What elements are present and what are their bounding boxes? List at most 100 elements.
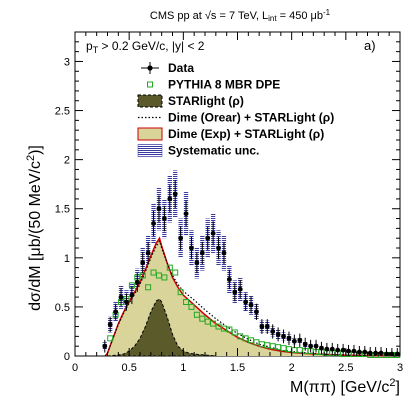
- data-point: [302, 341, 308, 347]
- data-point: [356, 349, 362, 355]
- legend-entry: Systematic unc.: [137, 144, 259, 158]
- data-point: [167, 196, 173, 202]
- y-tick-label: 3: [64, 56, 70, 68]
- legend-label: Data: [168, 61, 194, 75]
- data-point: [313, 343, 319, 349]
- pythia-point: [231, 329, 238, 336]
- data-point: [243, 299, 249, 305]
- data-point: [107, 322, 113, 327]
- y-axis-title: dσ/dM [μb/(50 MeV/c2)]: [25, 145, 44, 311]
- pythia-point: [166, 264, 173, 271]
- data-point: [140, 260, 146, 266]
- legend-entry: Dime (Exp) + STARLight (ρ): [137, 127, 324, 141]
- pythia-point: [161, 274, 168, 281]
- data-point: [118, 294, 124, 300]
- y-tick-label: 1.5: [55, 204, 70, 216]
- data-layer: [102, 180, 400, 357]
- pythia-point: [172, 269, 179, 276]
- data-point: [113, 309, 119, 315]
- data-point: [151, 221, 156, 226]
- x-tick-label: 2.5: [338, 362, 353, 374]
- legend: Data PYTHIA 8 MBR DPE STARlight (ρ) Dime (O…: [137, 61, 334, 158]
- legend-label: PYTHIA 8 MBR DPE: [168, 78, 280, 92]
- data-point: [194, 260, 200, 266]
- legend-entry: Data: [141, 61, 194, 75]
- legend-label: Systematic unc.: [168, 144, 259, 158]
- legend-label: STARlight (ρ): [168, 94, 244, 108]
- axis-layer: 0 0.5 1 1.5 2 2.5 3 0 0.5 1 1.5 2 2.5 3: [55, 31, 403, 374]
- data-point: [367, 350, 373, 356]
- legend-label: Dime (Exp) + STARLight (ρ): [168, 127, 324, 141]
- data-point: [329, 346, 335, 352]
- pythia-point: [269, 343, 276, 350]
- pythia-point: [177, 289, 184, 296]
- x-tick-label: 3: [397, 362, 403, 374]
- data-point: [346, 348, 351, 354]
- starlight-area: [107, 298, 216, 357]
- legend-label: Dime (Orear) + STARLight (ρ): [168, 111, 334, 125]
- data-point: [237, 286, 243, 292]
- data-point: [286, 335, 292, 341]
- legend-exp-swatch: [137, 127, 163, 141]
- model-line-layer: [104, 236, 401, 357]
- data-point: [205, 235, 211, 241]
- legend-entry: PYTHIA 8 MBR DPE: [147, 78, 280, 92]
- data-point: [199, 250, 205, 256]
- data-point: [389, 351, 395, 357]
- x-axis-title: M(ππ) [GeV/c2]: [290, 377, 400, 396]
- data-point: [161, 216, 167, 221]
- data-point: [362, 349, 368, 355]
- pythia-point: [107, 335, 114, 342]
- x-tick-label: 0: [72, 362, 78, 374]
- data-point: [156, 206, 162, 212]
- data-point: [189, 245, 194, 251]
- data-point: [221, 250, 227, 256]
- data-point: [394, 351, 400, 357]
- x-tick-label: 0.5: [122, 362, 137, 374]
- y-tick-label: 2: [64, 155, 70, 167]
- chart-title: CMS pp at √s = 7 TeV, Lint = 450 μb-1: [150, 8, 331, 23]
- data-point: [324, 346, 330, 352]
- data-point: [210, 230, 216, 236]
- pythia-point: [183, 299, 190, 305]
- data-point: [291, 338, 297, 344]
- data-point: [340, 347, 346, 353]
- dime-exp-line: [104, 236, 401, 357]
- y-tick-label: 2.5: [55, 106, 70, 118]
- legend-entry: Dime (Orear) + STARLight (ρ): [138, 111, 334, 125]
- x-tick-label: 1: [180, 362, 186, 374]
- data-point: [378, 350, 384, 356]
- y-tick-label: 1: [64, 253, 70, 265]
- data-point: [183, 211, 189, 217]
- data-point: [172, 191, 178, 197]
- data-point: [145, 250, 151, 256]
- legend-pythia-marker: [147, 81, 153, 88]
- pythia-point: [145, 284, 152, 291]
- data-point: [102, 343, 108, 349]
- data-point: [384, 351, 389, 357]
- data-point: [134, 279, 140, 285]
- data-point: [270, 329, 276, 334]
- data-point: [297, 337, 303, 343]
- legend-entry: STARlight (ρ): [137, 94, 244, 108]
- data-point: [259, 324, 265, 329]
- pythia-point: [193, 311, 200, 318]
- dime-orear-line: [104, 239, 401, 357]
- data-point: [319, 345, 324, 351]
- title-exp: -1: [323, 8, 331, 17]
- data-point: [373, 350, 379, 356]
- data-point: [335, 347, 341, 353]
- legend-data-marker: [147, 65, 153, 71]
- y-tick-label: 0: [64, 351, 70, 363]
- x-tick-label: 1.5: [230, 362, 245, 374]
- cuts-label: pT > 0.2 GeV/c, |y| < 2: [86, 39, 205, 55]
- data-point: [129, 292, 135, 298]
- y-tick-label: 0.5: [55, 302, 70, 314]
- data-point: [254, 309, 259, 315]
- data-point: [232, 289, 238, 295]
- data-point: [248, 302, 254, 308]
- data-point: [264, 324, 270, 329]
- model-area-layer: [105, 238, 400, 357]
- data-point: [178, 235, 184, 241]
